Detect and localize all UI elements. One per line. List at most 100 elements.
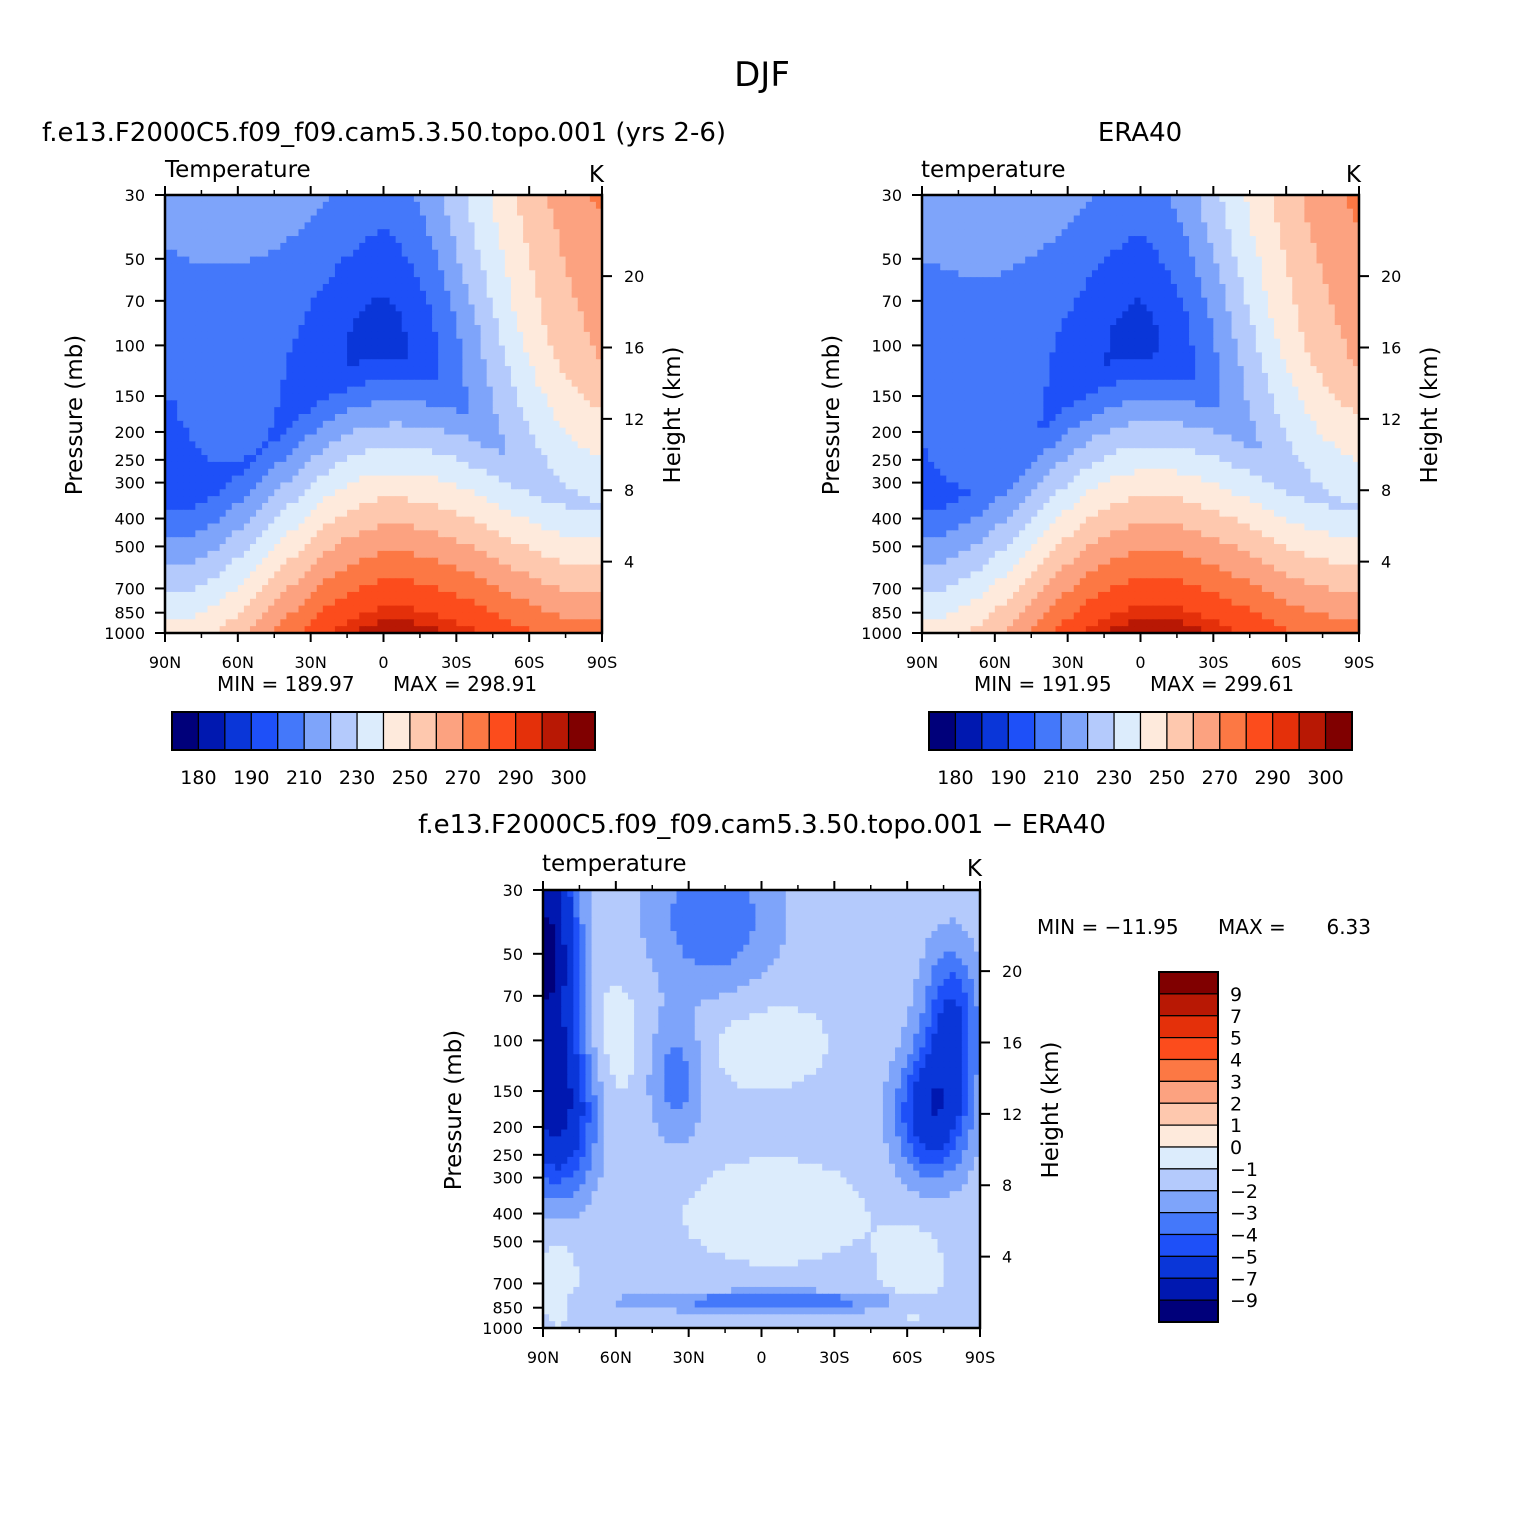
field-cell [590, 387, 597, 394]
field-cell [560, 510, 567, 517]
field-cell [390, 489, 397, 496]
field-cell [189, 448, 196, 455]
field-cell [396, 599, 403, 606]
field-cell [201, 332, 208, 339]
field-cell [432, 236, 439, 243]
field-cell [438, 291, 445, 298]
field-cell [299, 216, 306, 223]
field-cell [317, 599, 324, 606]
field-cell [426, 462, 433, 469]
field-cell [426, 209, 433, 216]
field-cell [487, 578, 494, 585]
field-cell [444, 291, 451, 298]
field-cell [584, 578, 591, 585]
field-cell [292, 380, 299, 387]
field-cell [286, 325, 293, 332]
field-cell [438, 544, 445, 551]
field-cell [365, 250, 372, 257]
field-cell [323, 537, 330, 544]
field-cell [535, 537, 542, 544]
field-cell [541, 544, 548, 551]
field-cell [353, 476, 360, 483]
field-cell [511, 339, 518, 346]
field-cell [226, 435, 233, 442]
field-cell [286, 373, 293, 380]
field-cell [274, 209, 281, 216]
field-cell [317, 503, 324, 510]
field-cell [487, 537, 494, 544]
field-cell [195, 462, 202, 469]
field-cell [408, 209, 415, 216]
field-cell [946, 216, 953, 223]
field-cell [286, 407, 293, 414]
field-cell [177, 414, 184, 421]
field-cell [535, 243, 542, 250]
field-cell [426, 565, 433, 572]
field-cell [475, 400, 482, 407]
field-cell [171, 462, 178, 469]
field-cell [317, 571, 324, 578]
field-cell [553, 414, 560, 421]
field-cell [584, 482, 591, 489]
field-cell [220, 551, 227, 558]
field-cell [541, 448, 548, 455]
field-cell [420, 592, 427, 599]
field-cell [487, 373, 494, 380]
field-cell [171, 277, 178, 284]
field-cell [456, 537, 463, 544]
field-cell [384, 612, 391, 619]
field-cell [359, 380, 366, 387]
field-cell [384, 469, 391, 476]
field-cell [268, 599, 275, 606]
field-cell [481, 393, 488, 400]
field-cell [402, 352, 409, 359]
field-cell [511, 236, 518, 243]
field-cell [475, 387, 482, 394]
field-cell [214, 462, 221, 469]
field-cell [1347, 209, 1354, 216]
field-cell [468, 455, 475, 462]
field-cell [226, 537, 233, 544]
field-cell [262, 257, 269, 264]
field-cell [468, 496, 475, 503]
field-cell [232, 325, 239, 332]
field-cell [311, 277, 318, 284]
field-cell [420, 578, 427, 585]
field-cell [347, 263, 354, 270]
field-cell [523, 400, 530, 407]
field-cell [305, 298, 312, 305]
field-cell [335, 277, 342, 284]
field-cell [468, 380, 475, 387]
field-cell [268, 270, 275, 277]
field-cell [311, 305, 318, 312]
field-cell [487, 209, 494, 216]
field-cell [299, 510, 306, 517]
field-cell [220, 558, 227, 565]
field-cell [420, 524, 427, 531]
field-cell [341, 209, 348, 216]
field-cell [420, 318, 427, 325]
field-cell [529, 524, 536, 531]
field-cell [201, 284, 208, 291]
field-cell [323, 284, 330, 291]
field-cell [262, 359, 269, 366]
field-cell [553, 380, 560, 387]
field-cell [195, 236, 202, 243]
field-cell [353, 277, 360, 284]
field-cell [232, 489, 239, 496]
field-cell [353, 530, 360, 537]
field-cell [432, 209, 439, 216]
field-cell [347, 435, 354, 442]
field-cell [444, 619, 451, 626]
field-cell [396, 298, 403, 305]
field-cell [226, 359, 233, 366]
field-cell [396, 510, 403, 517]
field-cell [499, 216, 506, 223]
field-cell [189, 544, 196, 551]
field-cell [207, 612, 214, 619]
field-cell [384, 298, 391, 305]
field-cell [541, 503, 548, 510]
field-cell [493, 585, 500, 592]
field-cell [384, 243, 391, 250]
field-cell [560, 318, 567, 325]
